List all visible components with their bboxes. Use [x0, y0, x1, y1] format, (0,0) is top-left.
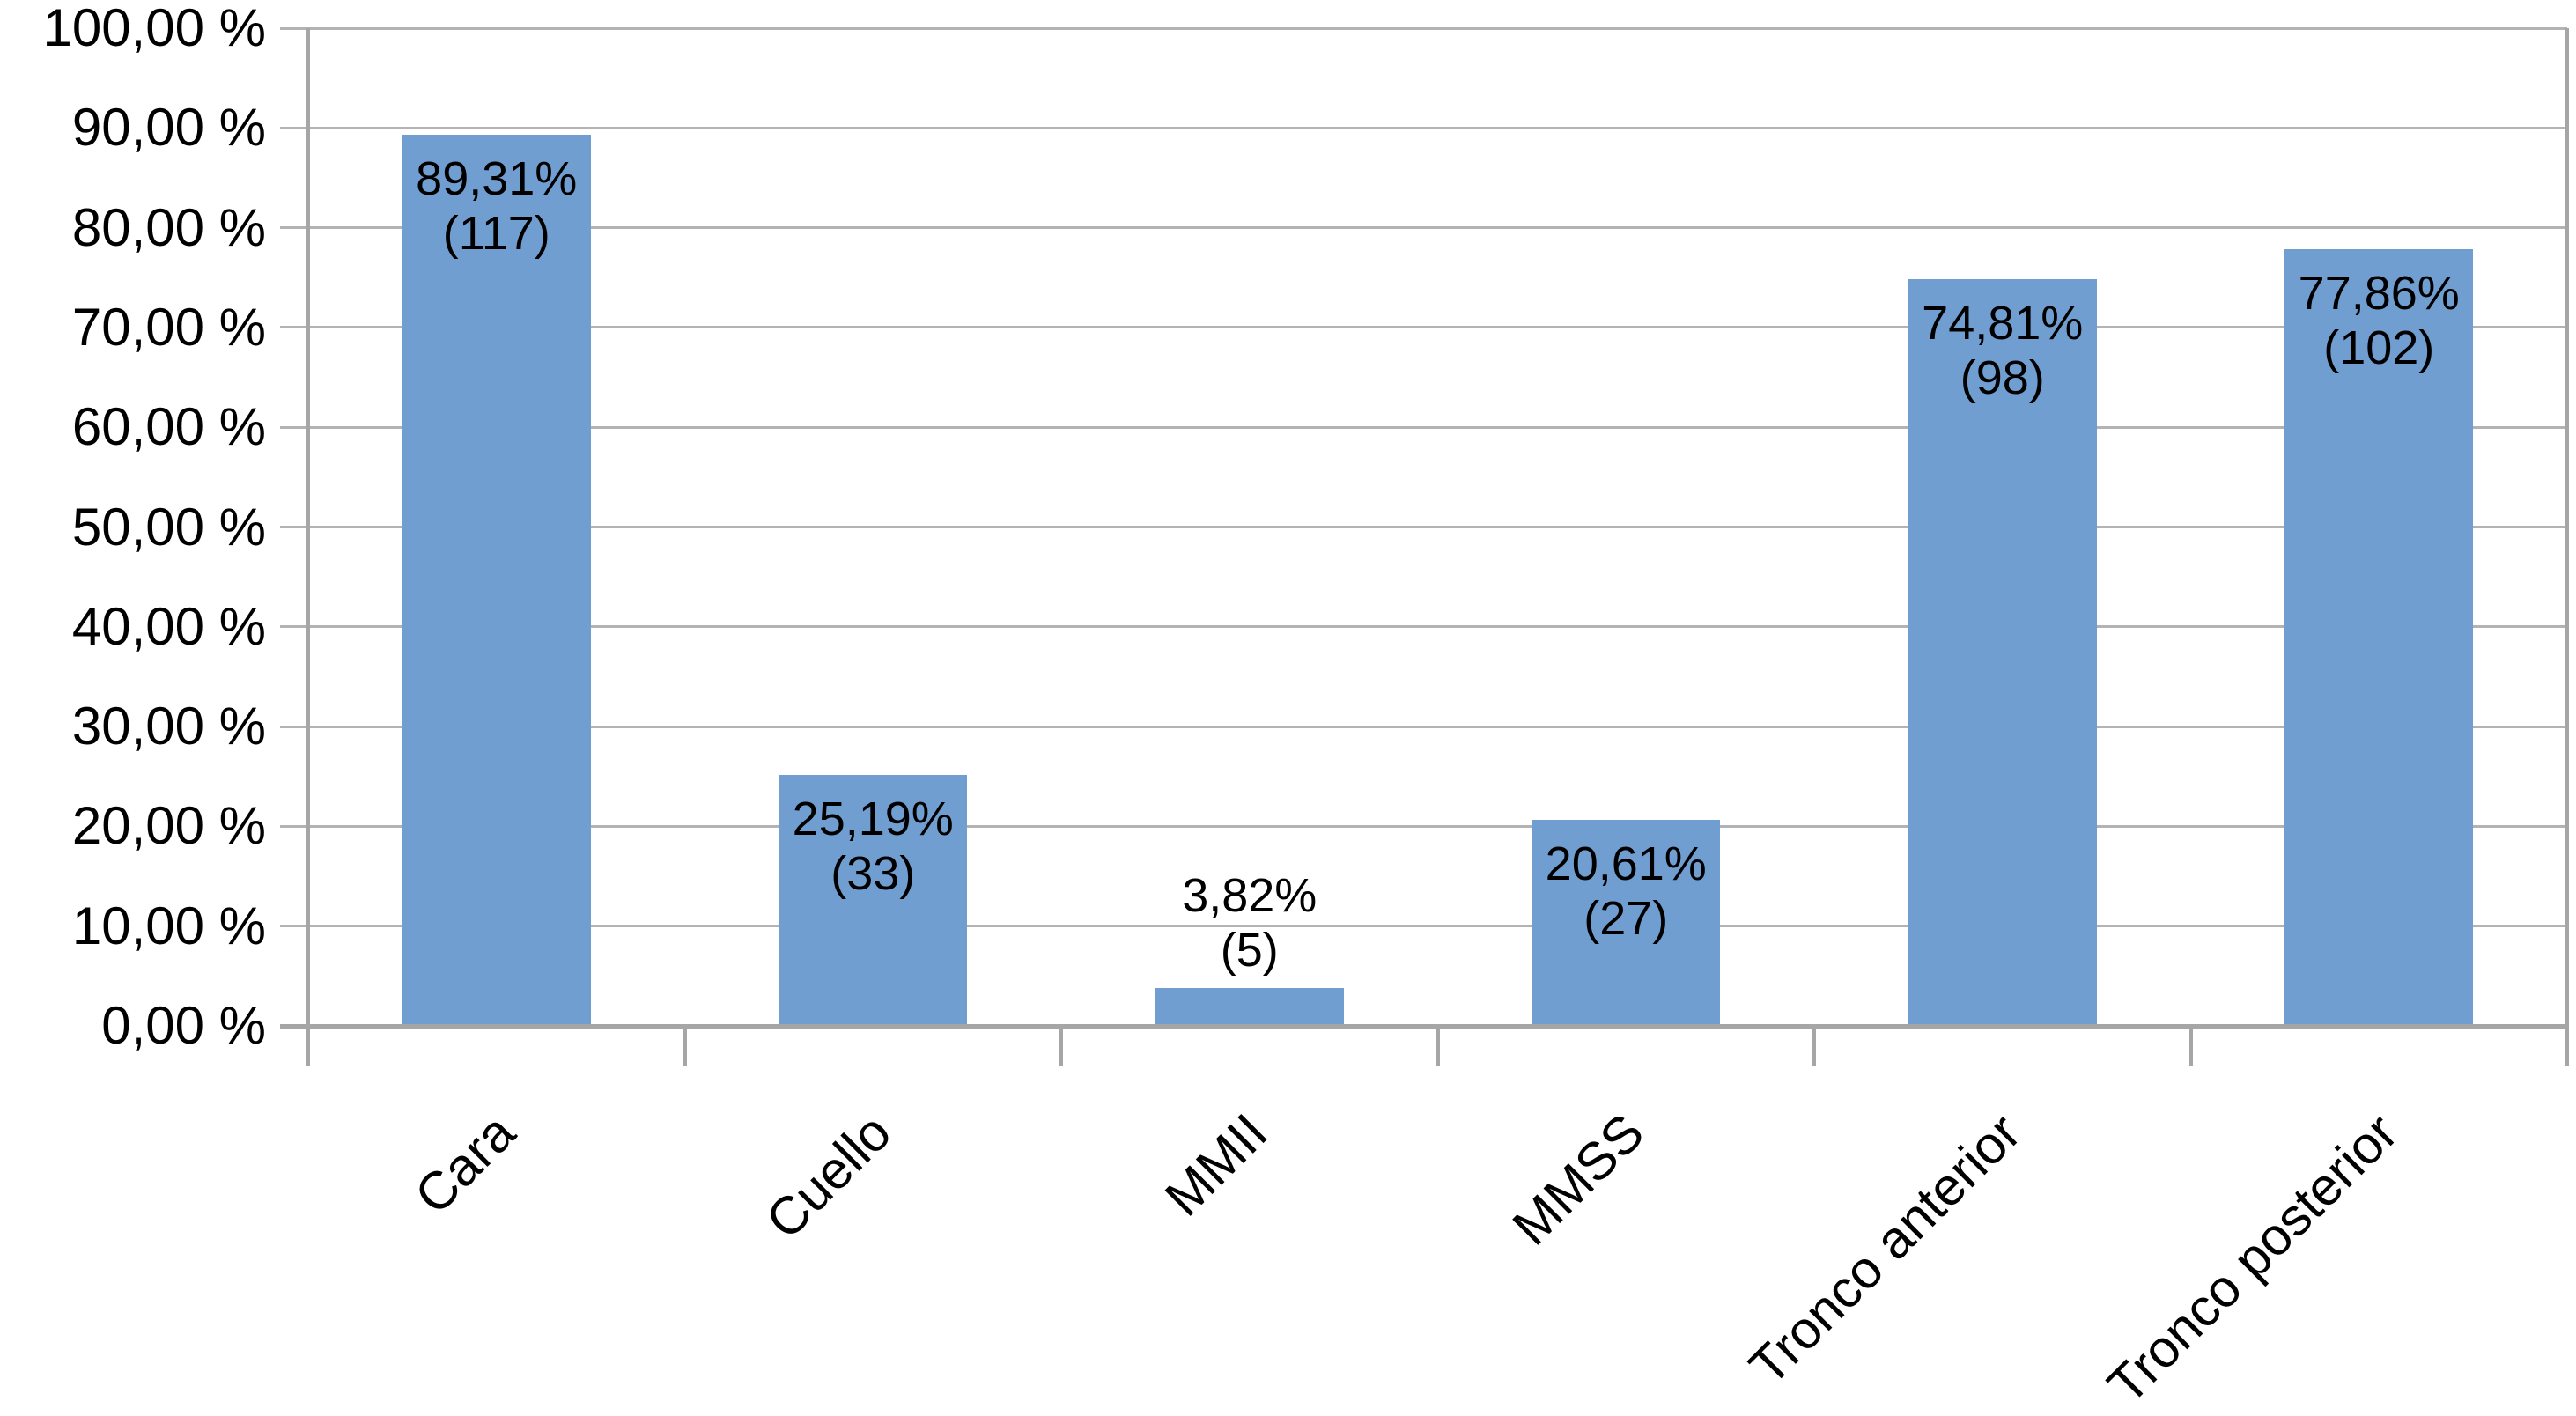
gridline: [280, 824, 2567, 828]
bar-count-label: (98): [1960, 351, 2045, 405]
gridline: [280, 126, 2567, 129]
x-axis-category-label-tronco-posterior: Tronco posterior: [2095, 1102, 2409, 1415]
y-axis-tick-label: 50,00 %: [71, 497, 266, 557]
x-axis-tick: [683, 1026, 687, 1066]
x-axis-tick: [1812, 1026, 1816, 1066]
x-axis-tick: [1059, 1026, 1063, 1066]
gridline: [280, 326, 2567, 329]
bar-cuello: [779, 774, 968, 1026]
bar-count-label: (5): [1220, 923, 1279, 977]
gridline: [280, 26, 2567, 30]
bar-count-label: (33): [830, 846, 916, 900]
y-axis-tick-label: 100,00 %: [42, 0, 266, 57]
bar-tronco-anterior: [1908, 279, 2097, 1026]
x-axis-category-label-mmss: MMSS: [1501, 1102, 1656, 1257]
plot-right-border: [2565, 28, 2569, 1066]
gridline: [280, 725, 2567, 728]
bar-data-label: 89,31% (117): [338, 151, 655, 261]
y-axis-tick-label: 20,00 %: [71, 796, 266, 856]
y-axis-line: [306, 28, 310, 1066]
bar-mmii: [1155, 987, 1344, 1026]
bar-data-label: 20,61% (27): [1467, 837, 1784, 946]
gridline: [280, 226, 2567, 230]
x-axis-tick: [1436, 1026, 1440, 1066]
bar-cara: [402, 135, 591, 1026]
y-axis-tick-label: 60,00 %: [71, 397, 266, 457]
bar-value-label: 89,31%: [416, 152, 578, 206]
x-axis-category-label-tronco-anterior: Tronco anterior: [1738, 1102, 2033, 1397]
bar-value-label: 25,19%: [792, 792, 954, 845]
bar-data-label: 74,81% (98): [1844, 296, 2161, 405]
bar-count-label: (27): [1583, 892, 1669, 946]
bar-mmss: [1532, 820, 1721, 1026]
y-axis-tick-label: 80,00 %: [71, 197, 266, 257]
y-axis-tick-label: 0,00 %: [101, 996, 266, 1055]
y-axis-tick-label: 30,00 %: [71, 697, 266, 756]
x-axis-category-label-cara: Cara: [402, 1102, 527, 1226]
x-axis-line: [280, 1023, 2569, 1029]
x-axis-category-label-cuello: Cuello: [754, 1102, 903, 1250]
bar-tronco-posterior: [2284, 248, 2474, 1026]
x-axis-category-label-mmii: MMII: [1154, 1102, 1280, 1228]
y-axis-tick-label: 90,00 %: [71, 98, 266, 158]
bar-data-label: 3,82% (5): [1091, 868, 1408, 977]
bar-data-label: 77,86% (102): [2220, 266, 2537, 375]
y-axis-tick-label: 10,00 %: [71, 896, 266, 955]
y-axis-tick-label: 70,00 %: [71, 297, 266, 357]
gridline: [280, 925, 2567, 928]
bar-data-label: 25,19% (33): [714, 792, 1031, 901]
gridline: [280, 625, 2567, 629]
bar-count-label: (117): [442, 207, 550, 261]
bar-count-label: (102): [2323, 321, 2435, 374]
gridline: [280, 425, 2567, 429]
y-axis-tick-label: 40,00 %: [71, 596, 266, 656]
bar-value-label: 77,86%: [2298, 266, 2460, 320]
bar-value-label: 74,81%: [1922, 297, 2084, 350]
gridline: [280, 526, 2567, 528]
x-axis-tick: [2188, 1026, 2193, 1066]
bar-value-label: 20,61%: [1545, 837, 1707, 891]
bar-value-label: 3,82%: [1182, 868, 1318, 922]
